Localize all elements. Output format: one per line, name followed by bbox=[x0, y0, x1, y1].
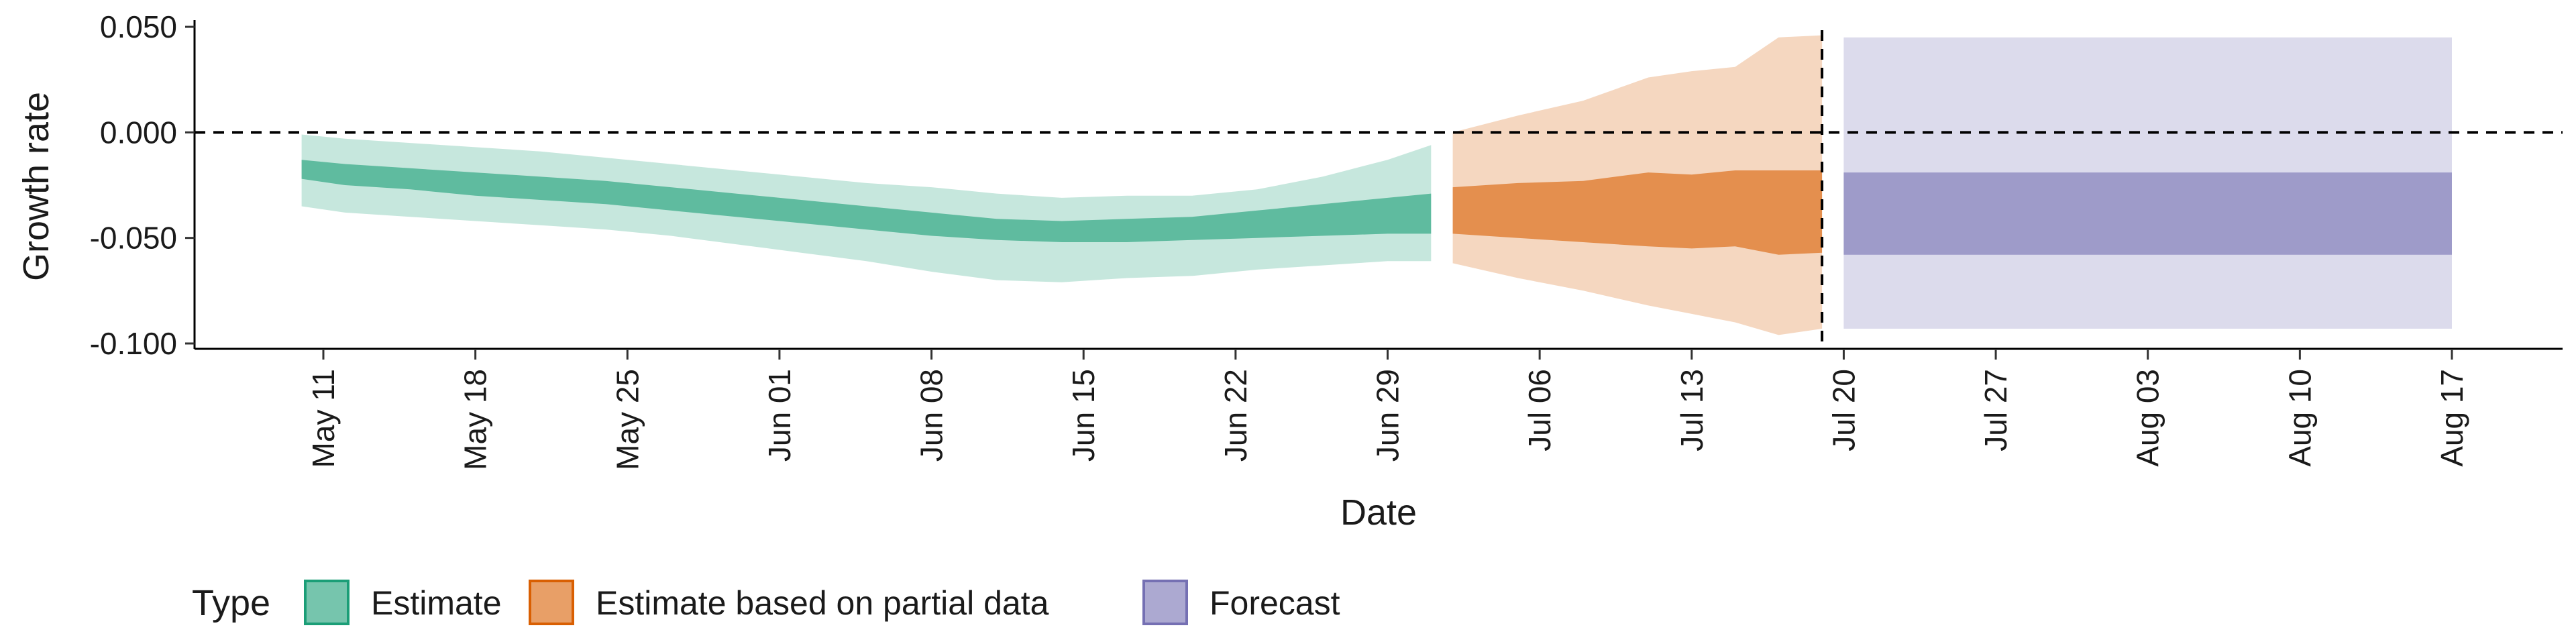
y-axis-ticks: 0.050 0.000 -0.050 -0.100 bbox=[90, 9, 195, 361]
x-tick-label: Jun 01 bbox=[762, 369, 797, 462]
y-tick-label: -0.100 bbox=[90, 326, 177, 361]
y-tick-label: 0.000 bbox=[100, 115, 177, 150]
x-tick-label: Aug 03 bbox=[2131, 369, 2165, 467]
x-tick-label: May 18 bbox=[458, 369, 493, 470]
x-tick-label: Jun 22 bbox=[1218, 369, 1253, 462]
x-axis-title: Date bbox=[1340, 492, 1417, 533]
legend-swatch-estimate bbox=[304, 580, 350, 625]
chart-axes bbox=[193, 20, 2563, 350]
x-tick-label: Jun 15 bbox=[1066, 369, 1101, 462]
x-tick-label: Jun 08 bbox=[914, 369, 949, 462]
legend-label-forecast: Forecast bbox=[1210, 584, 1340, 622]
chart-legend: Type Estimate Estimate based on partial da… bbox=[192, 580, 1340, 625]
forecast-inner-band bbox=[1843, 172, 2452, 255]
x-tick-label: Jul 27 bbox=[1978, 369, 2013, 451]
x-tick-label: Jul 13 bbox=[1674, 369, 1709, 451]
x-tick-label: Jun 29 bbox=[1371, 369, 1405, 462]
y-tick-label: -0.050 bbox=[90, 221, 177, 256]
x-tick-label: Jul 20 bbox=[1826, 369, 1861, 451]
x-tick-label: May 25 bbox=[610, 369, 645, 470]
chart-bands bbox=[301, 35, 2452, 335]
x-tick-label: May 11 bbox=[306, 369, 341, 468]
legend-swatch-forecast bbox=[1142, 580, 1188, 625]
y-tick-label: 0.050 bbox=[100, 9, 177, 44]
legend-swatch-estimate-based-on-partial-data bbox=[529, 580, 574, 625]
x-tick-label: Aug 10 bbox=[2282, 369, 2317, 467]
estimate-based-on-partial-data-inner-band bbox=[1452, 170, 1823, 255]
x-axis-ticks: May 11 May 18 May 25 Jun 01 Jun 08 Jun 15 Jun … bbox=[306, 349, 2469, 470]
y-axis-title: Growth rate bbox=[16, 92, 56, 281]
x-tick-label: Jul 06 bbox=[1522, 369, 1557, 451]
legend-title: Type bbox=[192, 583, 270, 623]
reference-lines bbox=[195, 30, 2563, 349]
legend-label-estimate: Estimate bbox=[371, 584, 502, 622]
legend-label-estimate-based-on-partial-data: Estimate based on partial data bbox=[596, 584, 1049, 622]
x-tick-label: Aug 17 bbox=[2434, 369, 2469, 467]
estimate-inner-band bbox=[301, 160, 1432, 242]
